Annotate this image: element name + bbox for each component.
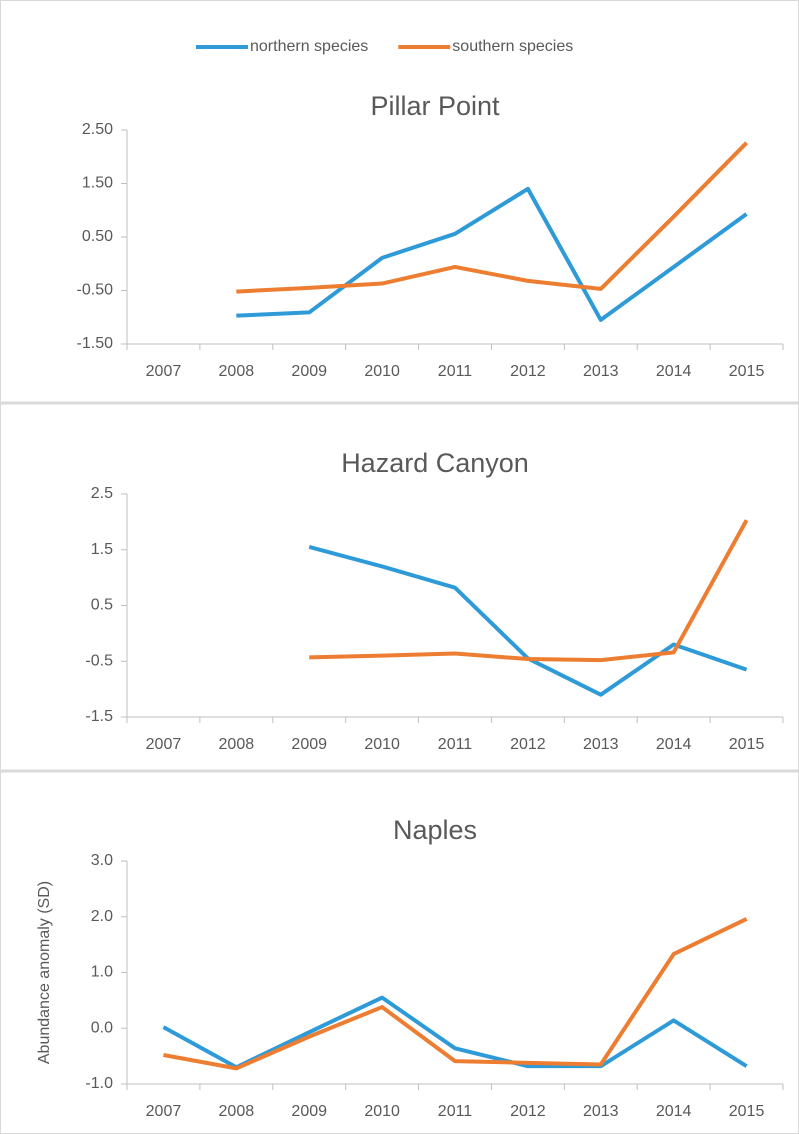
x-tick-label: 2009 xyxy=(291,1103,327,1120)
x-tick-label: 2011 xyxy=(438,736,473,753)
y-tick-label: 1.5 xyxy=(91,541,113,558)
x-tick-label: 2012 xyxy=(510,1103,546,1120)
x-tick-label: 2015 xyxy=(729,363,765,380)
x-tick-label: 2008 xyxy=(219,1103,255,1120)
x-tick-label: 2010 xyxy=(364,1103,400,1120)
x-tick-label: 2015 xyxy=(729,736,765,753)
x-tick-label: 2008 xyxy=(219,363,255,380)
x-tick-label: 2009 xyxy=(291,736,327,753)
y-tick-label: 3.0 xyxy=(91,852,113,869)
y-tick-label: 2.5 xyxy=(91,485,113,502)
y-tick-label: 0.5 xyxy=(91,597,113,614)
x-tick-label: 2014 xyxy=(656,363,692,380)
y-tick-label: -1.0 xyxy=(85,1075,113,1092)
x-tick-label: 2013 xyxy=(583,736,619,753)
chart-title: Hazard Canyon xyxy=(341,448,529,478)
y-tick-label: -1.50 xyxy=(77,335,114,352)
series-line xyxy=(308,545,748,697)
x-tick-label: 2009 xyxy=(291,363,327,380)
x-tick-label: 2010 xyxy=(364,736,400,753)
x-tick-label: 2013 xyxy=(583,1103,619,1120)
y-tick-label: 0.50 xyxy=(82,228,113,245)
y-tick-label: 2.50 xyxy=(82,121,113,138)
x-tick-label: 2015 xyxy=(729,1103,765,1120)
series-line xyxy=(236,141,748,294)
y-axis-label: Abundance anomaly (SD) xyxy=(36,881,53,1064)
x-tick-label: 2007 xyxy=(146,363,182,380)
x-tick-label: 2011 xyxy=(438,363,473,380)
x-tick-label: 2012 xyxy=(510,736,546,753)
series-line xyxy=(163,917,748,1071)
chart-title: Pillar Point xyxy=(370,91,500,121)
x-tick-label: 2010 xyxy=(364,363,400,380)
x-tick-label: 2011 xyxy=(438,1103,473,1120)
x-tick-label: 2007 xyxy=(146,1103,182,1120)
legend-label: northern species xyxy=(250,38,368,55)
y-tick-label: 0.0 xyxy=(91,1019,113,1036)
y-tick-label: 1.50 xyxy=(82,175,113,192)
y-tick-label: -0.5 xyxy=(85,652,113,669)
y-tick-label: -1.5 xyxy=(85,708,113,725)
x-tick-label: 2007 xyxy=(146,736,182,753)
series-line xyxy=(309,519,749,663)
x-tick-label: 2014 xyxy=(656,1103,692,1120)
series-line xyxy=(236,186,748,322)
x-tick-label: 2008 xyxy=(219,736,255,753)
y-tick-label: 1.0 xyxy=(91,964,113,981)
x-tick-label: 2012 xyxy=(510,363,546,380)
chart-title: Naples xyxy=(393,815,477,845)
x-tick-label: 2014 xyxy=(656,736,692,753)
x-tick-label: 2013 xyxy=(583,363,619,380)
legend-label: southern species xyxy=(452,38,573,55)
series-line xyxy=(162,995,748,1070)
y-tick-label: 2.0 xyxy=(91,908,113,925)
y-tick-label: -0.50 xyxy=(77,282,114,299)
